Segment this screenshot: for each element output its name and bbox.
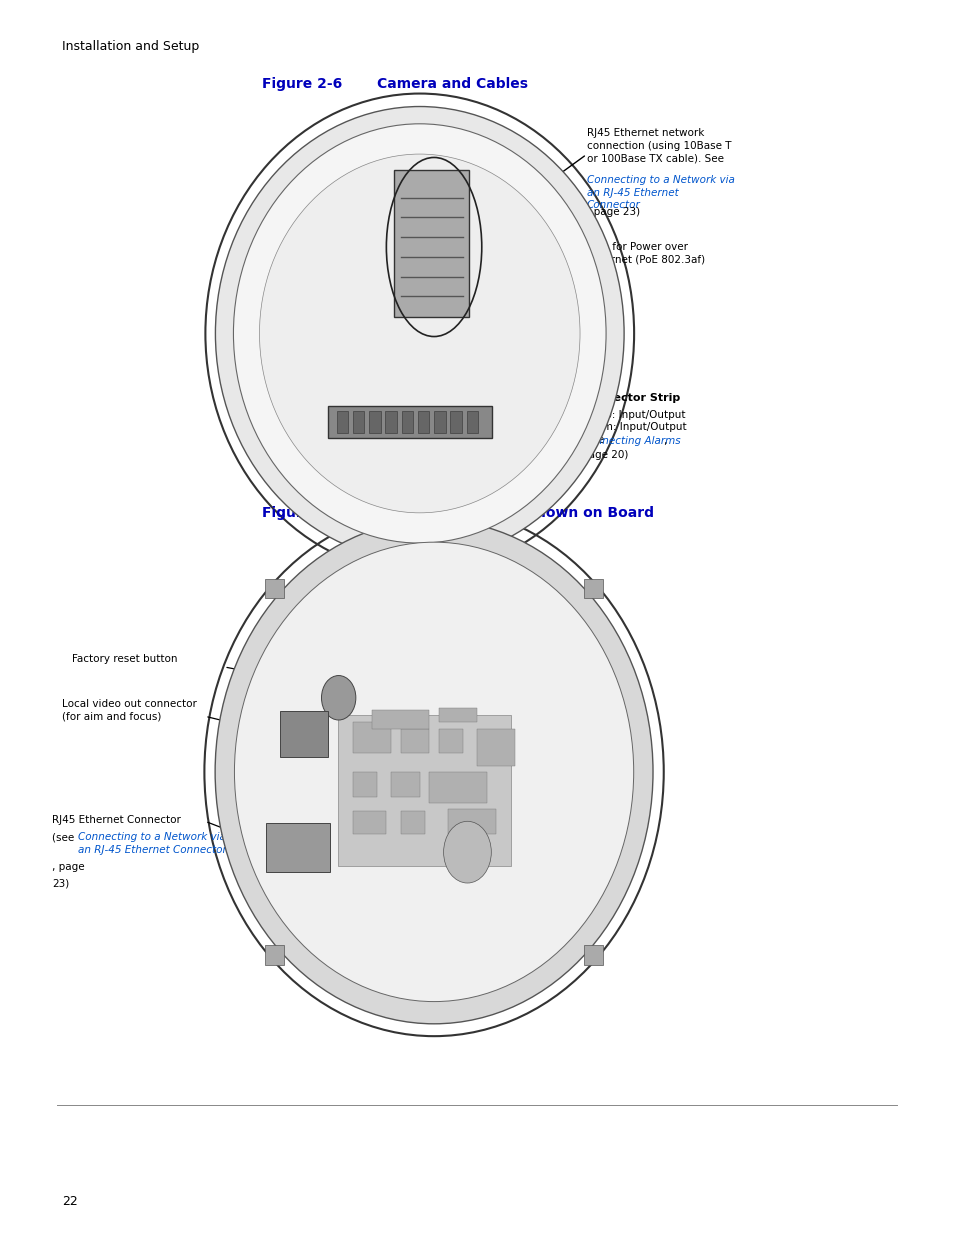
FancyBboxPatch shape bbox=[353, 811, 386, 834]
Text: 22: 22 bbox=[62, 1194, 78, 1208]
Text: (see: (see bbox=[52, 832, 78, 842]
FancyBboxPatch shape bbox=[353, 722, 391, 753]
FancyBboxPatch shape bbox=[353, 772, 376, 797]
FancyBboxPatch shape bbox=[353, 411, 364, 433]
Circle shape bbox=[321, 676, 355, 720]
FancyBboxPatch shape bbox=[394, 170, 469, 317]
Ellipse shape bbox=[214, 520, 652, 1024]
FancyBboxPatch shape bbox=[450, 411, 461, 433]
Text: Figure 2-6: Figure 2-6 bbox=[262, 77, 342, 90]
Text: Also for Power over
Ethernet (PoE 802.3af): Also for Power over Ethernet (PoE 802.3a… bbox=[586, 242, 704, 264]
FancyBboxPatch shape bbox=[466, 411, 477, 433]
Text: RJ45 Ethernet Connector: RJ45 Ethernet Connector bbox=[52, 815, 181, 825]
FancyBboxPatch shape bbox=[401, 411, 413, 433]
FancyBboxPatch shape bbox=[369, 411, 380, 433]
Text: Audio: Input/Output
Alarm: Input/Output
(see: Audio: Input/Output Alarm: Input/Output … bbox=[581, 410, 686, 445]
Text: Wiring Connection Shown on Board: Wiring Connection Shown on Board bbox=[376, 506, 653, 520]
Text: Factory reset button: Factory reset button bbox=[71, 655, 177, 664]
Text: Connecting to a Network via
an RJ-45 Ethernet Connector: Connecting to a Network via an RJ-45 Eth… bbox=[78, 832, 227, 855]
FancyBboxPatch shape bbox=[583, 579, 602, 599]
FancyBboxPatch shape bbox=[280, 711, 328, 757]
Text: ,: , bbox=[662, 436, 666, 446]
FancyBboxPatch shape bbox=[476, 729, 515, 766]
Ellipse shape bbox=[234, 542, 633, 1002]
Text: , page 23): , page 23) bbox=[586, 207, 639, 217]
FancyBboxPatch shape bbox=[372, 710, 429, 729]
Text: Connecting to a Network via
an RJ-45 Ethernet
Connector: Connecting to a Network via an RJ-45 Eth… bbox=[586, 175, 734, 210]
Text: 23): 23) bbox=[52, 878, 70, 888]
Ellipse shape bbox=[259, 154, 579, 513]
Text: Figure 2-7: Figure 2-7 bbox=[262, 506, 342, 520]
Text: Camera and Cables: Camera and Cables bbox=[376, 77, 527, 90]
Text: Local video out connector
(for aim and focus): Local video out connector (for aim and f… bbox=[62, 699, 196, 721]
Text: Installation and Setup: Installation and Setup bbox=[62, 40, 199, 53]
FancyBboxPatch shape bbox=[265, 945, 284, 965]
Text: 24 VAC power: 24 VAC power bbox=[334, 453, 411, 463]
Text: RJ45 Ethernet network
connection (using 10Base T
or 100Base TX cable). See: RJ45 Ethernet network connection (using … bbox=[586, 128, 730, 163]
FancyBboxPatch shape bbox=[337, 715, 511, 866]
FancyBboxPatch shape bbox=[400, 729, 429, 753]
Text: Inside view
of camera: Inside view of camera bbox=[356, 726, 435, 755]
FancyBboxPatch shape bbox=[265, 579, 284, 599]
FancyBboxPatch shape bbox=[583, 945, 602, 965]
FancyBboxPatch shape bbox=[391, 772, 419, 797]
FancyBboxPatch shape bbox=[429, 772, 486, 803]
Circle shape bbox=[443, 821, 491, 883]
FancyBboxPatch shape bbox=[434, 411, 445, 433]
Text: , page: , page bbox=[52, 862, 85, 872]
FancyBboxPatch shape bbox=[336, 411, 348, 433]
FancyBboxPatch shape bbox=[417, 411, 429, 433]
Text: Connecting Alarms: Connecting Alarms bbox=[581, 436, 679, 446]
FancyBboxPatch shape bbox=[385, 411, 396, 433]
Text: page 20): page 20) bbox=[581, 450, 628, 459]
FancyBboxPatch shape bbox=[438, 729, 462, 753]
FancyBboxPatch shape bbox=[400, 811, 424, 834]
Ellipse shape bbox=[215, 106, 623, 561]
Ellipse shape bbox=[233, 124, 605, 543]
Text: Back view of camera: Back view of camera bbox=[276, 340, 421, 352]
FancyBboxPatch shape bbox=[448, 809, 496, 834]
FancyBboxPatch shape bbox=[438, 708, 476, 722]
FancyBboxPatch shape bbox=[328, 406, 492, 438]
FancyBboxPatch shape bbox=[266, 823, 330, 872]
Text: Connector Strip: Connector Strip bbox=[581, 393, 679, 403]
